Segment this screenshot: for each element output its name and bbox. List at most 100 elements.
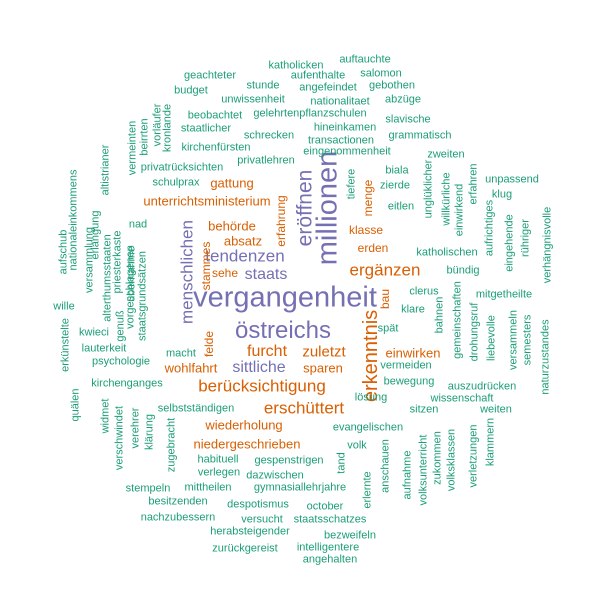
word-wohlfahrt: wohlfahrt bbox=[164, 360, 218, 376]
word-felde: felde bbox=[202, 330, 216, 358]
word-eitlen: eitlen bbox=[387, 200, 415, 213]
word-staatsgrundsaetzen: staatsgrundsätzen bbox=[136, 251, 149, 341]
word-sittliche: sittliche bbox=[232, 359, 286, 376]
word-vorgeschlagenen: vorgeschlagenen bbox=[124, 245, 137, 329]
word-sparen: sparen bbox=[303, 360, 343, 376]
word-priesterkaste: priesterkaste bbox=[111, 230, 124, 294]
word-zurueckgereist: zurückgereist bbox=[212, 542, 278, 555]
word-liebevolle: liebevolle bbox=[485, 315, 498, 361]
word-nationalitaet: nationalitaet bbox=[310, 95, 370, 108]
word-aufenthalte: aufenthalte bbox=[290, 69, 346, 82]
word-selbststaendigen: selbstständigen bbox=[157, 402, 235, 415]
word-bau: bau bbox=[378, 288, 392, 310]
word-buendig: bündig bbox=[446, 264, 480, 277]
word-herabsteigender: herabsteigender bbox=[210, 525, 290, 538]
word-absatz: absatz bbox=[223, 233, 263, 249]
word-unpassend: unpassend bbox=[485, 173, 539, 186]
word-staatlicher: staatlicher bbox=[180, 122, 232, 135]
word-kirchenfuersten: kirchenfürsten bbox=[181, 141, 251, 154]
word-wille: wille bbox=[53, 300, 75, 313]
word-willkuerliche: willkürliche bbox=[440, 172, 453, 226]
word-gebothen: gebothen bbox=[369, 79, 415, 92]
word-clerus: clerus bbox=[409, 285, 439, 298]
word-evangelischen: evangelischen bbox=[332, 421, 404, 434]
word-klare: klare bbox=[401, 303, 425, 316]
word-unglueklicher: unglüklicher bbox=[422, 159, 435, 219]
word-eingehende: eingehende bbox=[503, 214, 516, 272]
word-angefeindet: angefeindet bbox=[299, 81, 357, 94]
word-zugebracht: zugebracht bbox=[165, 417, 178, 473]
word-gespenstrigen: gespenstrigen bbox=[254, 454, 324, 467]
word-kirchenganges: kirchenganges bbox=[91, 377, 163, 390]
word-tendenzen: tendenzen bbox=[205, 246, 285, 266]
word-semesters: semesters bbox=[521, 314, 534, 366]
word-versucht: versucht bbox=[241, 513, 283, 526]
word-bewegung: bewegung bbox=[383, 375, 435, 388]
word-beruecksichtigung: berücksichtigung bbox=[198, 376, 326, 396]
word-millionen: millionen bbox=[311, 150, 344, 266]
word-schrecken: schrecken bbox=[243, 129, 295, 142]
word-erkuenstelte: erkünstelte bbox=[59, 318, 72, 372]
word-klaerung: klärung bbox=[143, 413, 156, 451]
word-stunde: stunde bbox=[246, 79, 280, 92]
word-salomon: salomon bbox=[360, 67, 402, 80]
word-biala: biala bbox=[385, 164, 409, 177]
word-unwissenheit: unwissenheit bbox=[221, 93, 285, 106]
word-besitzenden: besitzenden bbox=[148, 495, 208, 508]
word-sehe: sehe bbox=[211, 266, 239, 280]
word-geachteter: geachteter bbox=[184, 69, 236, 82]
word-unterrichtsministerium: unterrichtsministerium bbox=[143, 193, 271, 209]
word-psychologie: psychologie bbox=[91, 355, 151, 368]
word-despotismus: despotismus bbox=[227, 498, 289, 511]
word-erfahren: erfahren bbox=[467, 163, 480, 205]
word-erlangung: erlangung bbox=[89, 210, 102, 260]
word-staats: staats bbox=[244, 266, 288, 283]
word-zweiten: zweiten bbox=[427, 148, 465, 161]
word-verschwindet: verschwindet bbox=[113, 405, 126, 471]
word-angehalten: angehalten bbox=[302, 553, 358, 566]
word-eroeffnen: eröffnen bbox=[293, 169, 317, 247]
word-privatruecksichten: privatrücksichten bbox=[140, 161, 224, 174]
word-volksklassen: volksklassen bbox=[445, 428, 458, 492]
word-bahnen: bahnen bbox=[433, 296, 446, 334]
word-verletzungen: verletzungen bbox=[467, 424, 480, 488]
word-oestreichs: östreichs bbox=[234, 317, 332, 344]
word-sitzen: sitzen bbox=[409, 403, 439, 416]
word-verhaengnisvolle: verhängnisvolle bbox=[541, 206, 554, 284]
word-volksunterricht: volksunterricht bbox=[417, 434, 430, 506]
word-intelligentere: intelligentere bbox=[296, 541, 360, 554]
word-spaet: spät bbox=[377, 322, 399, 335]
word-schulprax: schulprax bbox=[152, 176, 200, 189]
word-mitgetheilte: mitgetheilte bbox=[475, 288, 533, 301]
word-vergangenheit: vergangenheit bbox=[193, 281, 377, 314]
word-transactionen: transactionen bbox=[307, 134, 375, 147]
word-budget: budget bbox=[174, 84, 208, 97]
word-naturzustandes: naturzustandes bbox=[539, 319, 552, 395]
word-verehrer: verehrer bbox=[129, 407, 142, 449]
word-altistrianer: altistrianer bbox=[99, 144, 112, 196]
word-loesung: lösung bbox=[354, 391, 388, 404]
word-kwieci: kwieci bbox=[79, 326, 109, 339]
word-gattung: gattung bbox=[210, 175, 254, 191]
word-staatsschatzes: staatsschatzes bbox=[293, 513, 367, 526]
word-gemeinschaften: gemeinschaften bbox=[451, 281, 464, 359]
word-eingenommenheit: eingenommenheit bbox=[303, 145, 391, 158]
word-wissenschaft: wissenschaft bbox=[430, 392, 494, 405]
word-tand: tand bbox=[335, 452, 348, 474]
word-stempeln: stempeln bbox=[125, 482, 171, 495]
word-anschauen: anschauen bbox=[379, 439, 392, 493]
word-auszudruecken: auszudrücken bbox=[447, 380, 517, 393]
word-volk: volk bbox=[347, 439, 367, 452]
word-aufrichtiges: aufrichtiges bbox=[483, 199, 496, 257]
word-ergaenzen: ergänzen bbox=[349, 260, 421, 280]
word-widmet: widmet bbox=[99, 398, 112, 434]
word-dazwischen: dazwischen bbox=[246, 469, 304, 482]
word-stammes: stammes bbox=[199, 241, 213, 291]
word-vermeiden: vermeiden bbox=[380, 359, 432, 372]
word-katholicken: katholicken bbox=[268, 59, 324, 72]
word-ruehriger: rühriger bbox=[519, 219, 532, 257]
word-niedergeschrieben: niedergeschrieben bbox=[193, 436, 301, 452]
word-nad: nad bbox=[128, 218, 148, 231]
word-hineinkamen: hineinkamen bbox=[313, 121, 377, 134]
word-beobachtet: beobachtet bbox=[187, 109, 243, 122]
